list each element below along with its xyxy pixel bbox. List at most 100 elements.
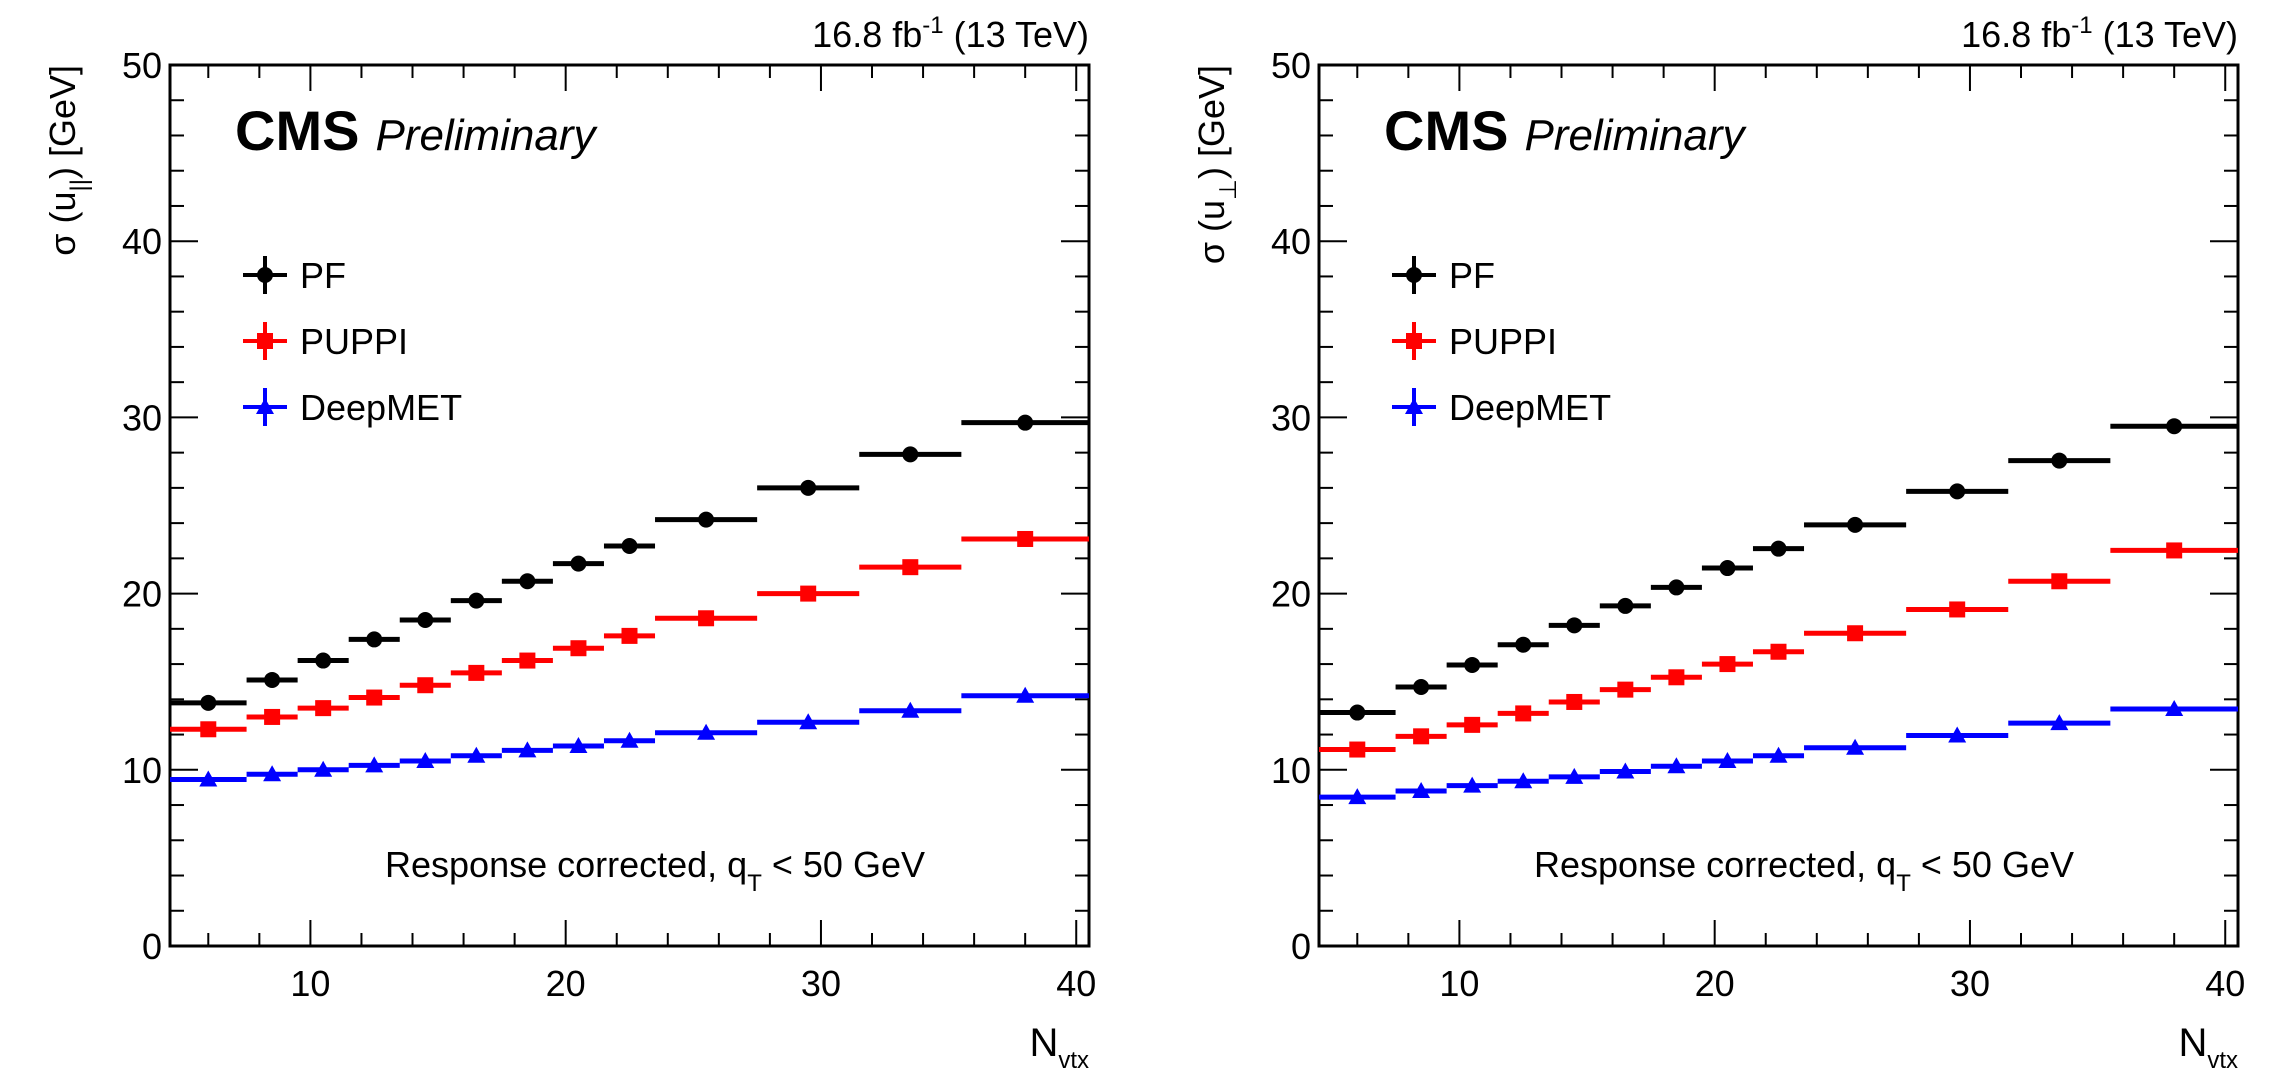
x-axis-title-main: N bbox=[2178, 1021, 2207, 1065]
data-point bbox=[1515, 636, 1532, 653]
lumi-label: 16.8 fb-1 (13 TeV) bbox=[812, 12, 1089, 55]
data-point bbox=[2166, 542, 2183, 559]
data-point bbox=[315, 652, 332, 669]
energy-label: (13 TeV) bbox=[944, 14, 1089, 55]
data-point bbox=[416, 751, 435, 768]
data-point bbox=[1348, 788, 1367, 805]
data-point bbox=[1769, 746, 1788, 763]
preliminary-text: Preliminary bbox=[1524, 111, 1747, 160]
annotation-main: Response corrected, q bbox=[385, 844, 747, 885]
data-point bbox=[1617, 597, 1634, 614]
x-tick-label: 10 bbox=[1439, 963, 1479, 1004]
legend: PF PUPPI DeepMET bbox=[243, 255, 462, 428]
data-point bbox=[1616, 762, 1635, 779]
legend-item-pf: PF bbox=[1392, 255, 1495, 296]
y-axis-title-main: σ (u bbox=[1191, 200, 1232, 264]
y-tick-label: 30 bbox=[122, 397, 162, 438]
data-point bbox=[468, 592, 485, 609]
cms-text: CMS bbox=[235, 99, 359, 162]
data-point bbox=[518, 741, 537, 758]
legend-label: PUPPI bbox=[1449, 321, 1557, 362]
data-point bbox=[467, 746, 486, 763]
y-tick-label: 0 bbox=[142, 926, 162, 967]
data-point bbox=[698, 511, 715, 528]
data-point bbox=[621, 627, 638, 644]
data-point bbox=[263, 765, 282, 782]
data-point bbox=[199, 770, 218, 787]
data-point bbox=[1566, 693, 1583, 710]
x-axis-title: Nvtx bbox=[1029, 1021, 1089, 1074]
data-point bbox=[1847, 516, 1864, 533]
cms-text: CMS bbox=[1384, 99, 1508, 162]
x-tick-label: 40 bbox=[2205, 963, 2245, 1004]
annotation-suffix: < 50 GeV bbox=[1911, 844, 2074, 885]
legend-label: DeepMET bbox=[1449, 387, 1611, 428]
data-point bbox=[569, 737, 588, 754]
data-point bbox=[1948, 726, 1967, 743]
legend-marker-square bbox=[257, 333, 273, 349]
data-point bbox=[1413, 678, 1430, 695]
x-tick-label: 30 bbox=[801, 963, 841, 1004]
data-point bbox=[800, 479, 817, 496]
data-point bbox=[799, 713, 818, 730]
series-deepmet bbox=[170, 686, 1089, 787]
legend-marker-circle bbox=[257, 267, 273, 283]
legend-marker-circle bbox=[1406, 267, 1422, 283]
data-point bbox=[570, 640, 587, 657]
y-tick-label: 30 bbox=[1271, 397, 1311, 438]
data-point bbox=[1847, 625, 1864, 642]
cms-label: CMS Preliminary bbox=[1384, 99, 1747, 162]
legend-item-pf: PF bbox=[243, 255, 346, 296]
data-point bbox=[1514, 772, 1533, 789]
y-axis-title-main: σ (u bbox=[42, 192, 83, 256]
series-pf bbox=[170, 414, 1089, 711]
data-point bbox=[314, 760, 333, 777]
data-point bbox=[200, 694, 217, 711]
data-point bbox=[902, 446, 919, 463]
data-point bbox=[1349, 704, 1366, 721]
annotation-sub: T bbox=[1896, 870, 1911, 897]
data-point bbox=[1412, 781, 1431, 798]
data-point bbox=[1667, 757, 1686, 774]
y-axis-title-sub: || bbox=[66, 179, 93, 191]
y-tick-label: 40 bbox=[122, 221, 162, 262]
data-point bbox=[1949, 601, 1966, 618]
annotation-main: Response corrected, q bbox=[1534, 844, 1896, 885]
preliminary-text: Preliminary bbox=[375, 111, 598, 160]
y-axis-title-sub: ⊥ bbox=[1215, 179, 1242, 200]
annotation-suffix: < 50 GeV bbox=[762, 844, 925, 885]
data-point bbox=[1565, 767, 1584, 784]
data-point bbox=[417, 612, 434, 629]
panel-left: 10 20 30 40 0 10 20 30 40 50 16.8 fb-1 (13 TeV) CMS… bbox=[42, 12, 1096, 1074]
data-point bbox=[417, 677, 434, 694]
data-point bbox=[366, 689, 383, 706]
y-tick-label: 50 bbox=[1271, 45, 1311, 86]
lumi-exponent: -1 bbox=[922, 12, 943, 39]
y-axis-title: σ (u⊥) [GeV] bbox=[1191, 65, 1242, 264]
legend-label: PF bbox=[300, 255, 346, 296]
data-point bbox=[1719, 560, 1736, 577]
data-point bbox=[1017, 530, 1034, 547]
data-point bbox=[1016, 686, 1035, 703]
data-point bbox=[2051, 452, 2068, 469]
data-point bbox=[697, 723, 716, 740]
data-point bbox=[519, 573, 536, 590]
data-point bbox=[2165, 700, 2184, 717]
legend-marker-square bbox=[1406, 333, 1422, 349]
data-point bbox=[519, 652, 536, 669]
legend-marker-triangle bbox=[256, 398, 274, 414]
data-point bbox=[1464, 716, 1481, 733]
data-point bbox=[1770, 643, 1787, 660]
y-tick-label: 20 bbox=[122, 574, 162, 615]
data-point bbox=[1349, 741, 1366, 758]
data-point bbox=[1464, 656, 1481, 673]
x-axis-title: Nvtx bbox=[2178, 1021, 2238, 1074]
data-point bbox=[264, 708, 281, 725]
data-point bbox=[1617, 681, 1634, 698]
series-deepmet bbox=[1319, 700, 2238, 805]
data-point bbox=[2166, 418, 2183, 435]
data-point bbox=[366, 631, 383, 648]
data-point bbox=[621, 538, 638, 555]
data-point bbox=[1668, 669, 1685, 686]
data-point bbox=[1718, 751, 1737, 768]
